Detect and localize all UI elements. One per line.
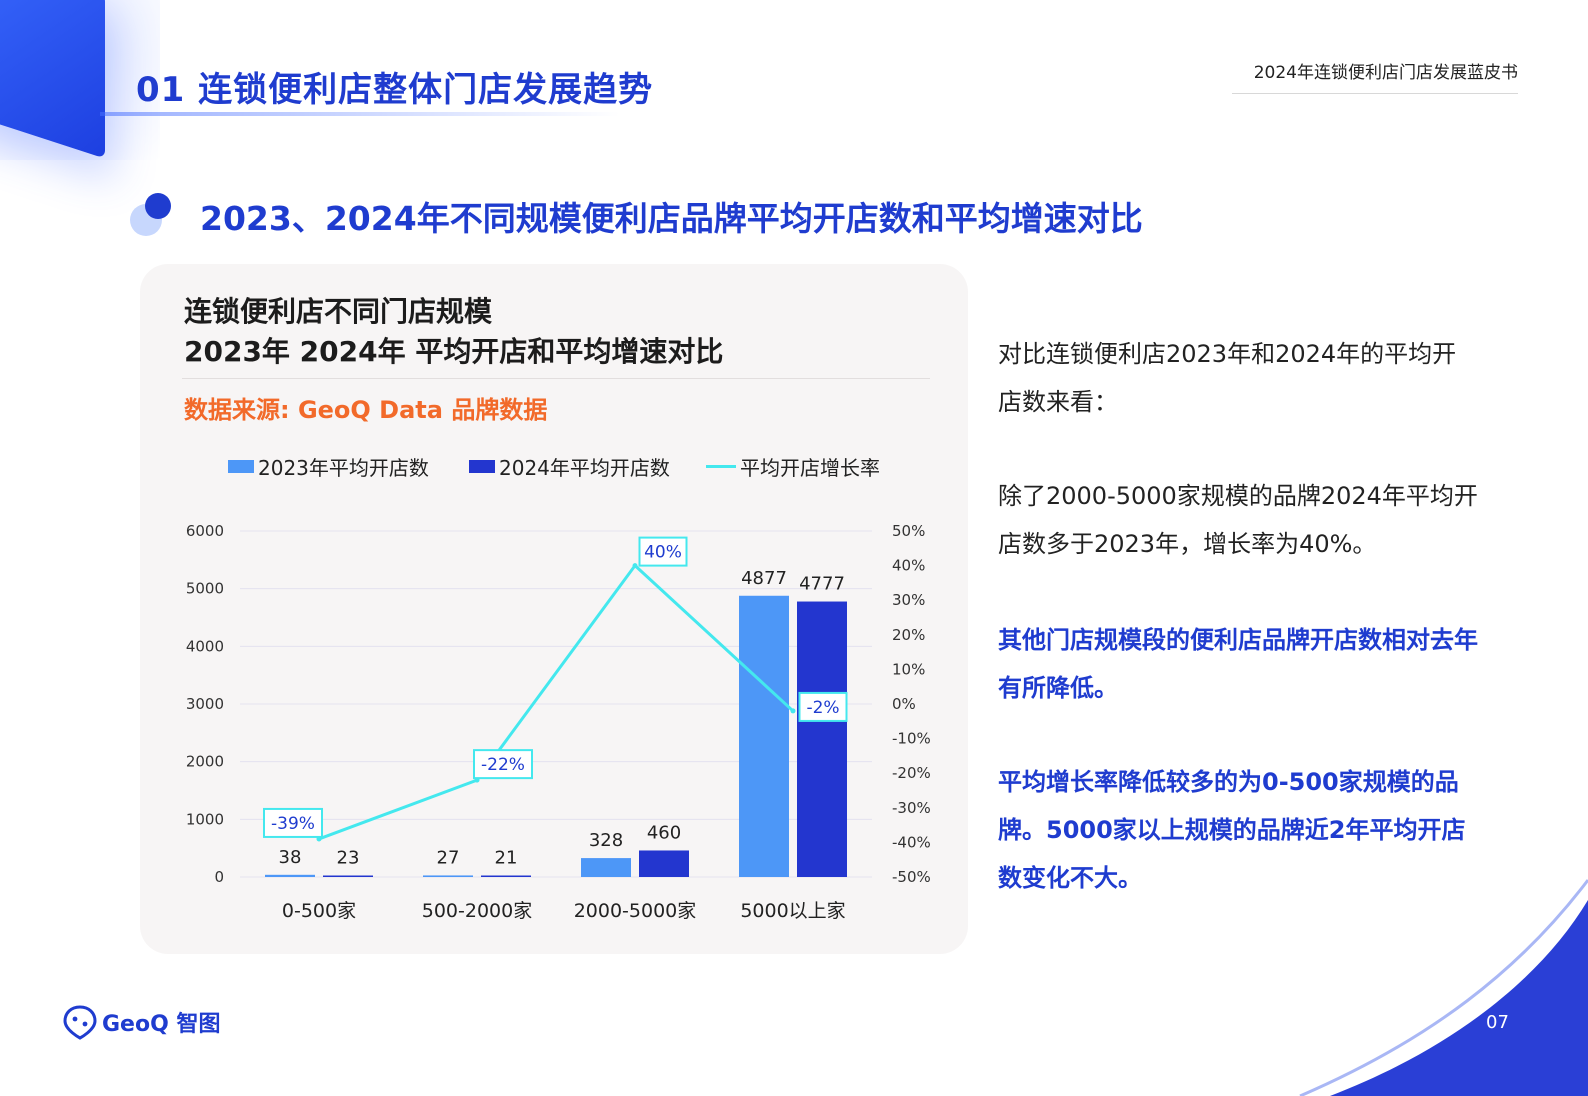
chart-title-line1: 连锁便利店不同门店规模 [184, 295, 493, 328]
legend-label-2024: 2024年平均开店数 [499, 456, 670, 480]
legend-label-2023: 2023年平均开店数 [258, 456, 429, 480]
right-paragraph-1: 对比连锁便利店2023年和2024年的平均开店数来看： [998, 340, 1457, 416]
growth-rate-label: -2% [806, 698, 839, 718]
section-title: 01 连锁便利店整体门店发展趋势 [136, 70, 654, 110]
right-axis-tick-label: -50% [892, 868, 931, 886]
x-axis-category-label: 5000以上家 [740, 900, 845, 922]
right-axis-tick-label: -40% [892, 833, 931, 851]
left-axis-tick-label: 5000 [186, 580, 224, 598]
growth-rate-label-box [638, 536, 688, 567]
left-axis-tick-label: 0 [214, 868, 224, 886]
growth-rate-label: -22% [481, 755, 525, 775]
growth-rate-line [318, 563, 795, 841]
right-axis-tick-label: 40% [892, 557, 925, 575]
growth-rate-point [790, 708, 796, 714]
bar-2024 [639, 850, 689, 877]
x-axis-category-label: 500-2000家 [422, 900, 532, 922]
growth-rate-label: -39% [271, 814, 315, 834]
bullet-circle-icon [130, 193, 171, 236]
bar-2024 [481, 875, 531, 877]
growth-rate-label: 40% [644, 543, 682, 563]
bar-value-label: 4877 [741, 568, 787, 589]
logo-text: GeoQ 智图 [102, 1012, 221, 1037]
bar-value-label: 328 [589, 830, 623, 851]
legend-item-2024: 2024年平均开店数 [469, 452, 670, 481]
x-axis-category-label: 2000-5000家 [574, 900, 697, 922]
legend-item-growth: 平均开店增长率 [706, 452, 880, 481]
chart-source: 数据来源: GeoQ Data 品牌数据 [184, 396, 548, 424]
legend-swatch-2023 [228, 460, 254, 473]
growth-rate-label-box [263, 807, 323, 838]
bar-2024 [323, 875, 373, 877]
right-axis-tick-label: 0% [892, 695, 916, 713]
chart-title-divider [182, 378, 930, 379]
bar-value-label: 27 [437, 847, 460, 868]
left-axis-tick-label: 6000 [186, 522, 224, 540]
bar-value-label: 23 [337, 848, 360, 869]
geoq-logo-icon [63, 1005, 97, 1040]
left-axis-tick-label: 1000 [186, 810, 224, 828]
left-axis-tick-label: 4000 [186, 637, 224, 655]
chart-title: 连锁便利店不同门店规模 2023年 2024年 平均开店和平均增速对比 [184, 292, 723, 372]
bar-2024 [797, 601, 847, 877]
growth-rate-label-box [798, 691, 848, 722]
growth-rate-label-box [473, 749, 533, 780]
section-underline [100, 112, 620, 116]
legend-swatch-2024 [469, 460, 495, 473]
page-number: 07 [1486, 1012, 1509, 1033]
legend-label-growth: 平均开店增长率 [740, 456, 880, 480]
chart-title-line2: 2023年 2024年 平均开店和平均增速对比 [184, 335, 724, 368]
right-axis-tick-label: -10% [892, 730, 931, 748]
right-axis-tick-label: 50% [892, 522, 925, 540]
footer-logo: GeoQ 智图 [62, 1004, 220, 1040]
right-axis-tick-label: 10% [892, 660, 925, 678]
bar-value-label: 21 [495, 848, 518, 869]
slide-subtitle: 2023、2024年不同规模便利店品牌平均开店数和平均增速对比 [200, 199, 1143, 238]
left-axis-tick-label: 2000 [186, 753, 224, 771]
right-axis-tick-label: 20% [892, 626, 925, 644]
right-axis-tick-label: 30% [892, 591, 925, 609]
bar-2023 [581, 858, 631, 877]
right-paragraph-4: 平均增长率降低较多的为0-500家规模的品牌。5000家以上规模的品牌近2年平均… [998, 768, 1466, 892]
right-axis-tick-label: -20% [892, 764, 931, 782]
bar-2023 [423, 875, 473, 877]
legend-swatch-growth [706, 465, 736, 468]
bar-value-label: 460 [647, 822, 681, 843]
bar-value-label: 4777 [799, 574, 845, 595]
right-paragraph-2: 除了2000-5000家规模的品牌2024年平均开店数多于2023年，增长率为4… [998, 482, 1478, 558]
bar-value-label: 38 [279, 847, 302, 868]
x-axis-category-label: 0-500家 [282, 900, 356, 922]
growth-rate-point [632, 563, 638, 569]
report-name: 2024年连锁便利店门店发展蓝皮书 [1232, 58, 1518, 94]
legend-item-2023: 2023年平均开店数 [228, 452, 429, 481]
right-axis-tick-label: -30% [892, 799, 931, 817]
left-axis-tick-label: 3000 [186, 695, 224, 713]
right-paragraph-3: 其他门店规模段的便利店品牌开店数相对去年有所降低。 [998, 626, 1478, 702]
bar-2023 [739, 595, 789, 877]
bar-2023 [265, 874, 315, 877]
